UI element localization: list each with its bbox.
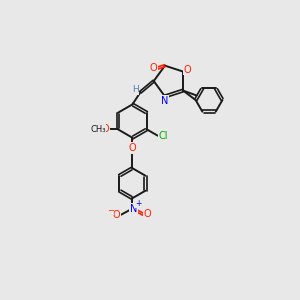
Text: +: + bbox=[135, 199, 141, 208]
Text: N: N bbox=[130, 204, 137, 214]
Text: O: O bbox=[183, 65, 191, 75]
Text: O: O bbox=[144, 209, 152, 219]
Text: Cl: Cl bbox=[158, 131, 168, 141]
Text: O: O bbox=[102, 124, 109, 134]
Text: −: − bbox=[107, 206, 114, 215]
Text: CH₃: CH₃ bbox=[90, 125, 106, 134]
Text: O: O bbox=[112, 210, 120, 220]
Text: N: N bbox=[161, 96, 169, 106]
Text: H: H bbox=[132, 85, 139, 94]
Text: O: O bbox=[150, 62, 157, 73]
Text: O: O bbox=[129, 143, 136, 153]
